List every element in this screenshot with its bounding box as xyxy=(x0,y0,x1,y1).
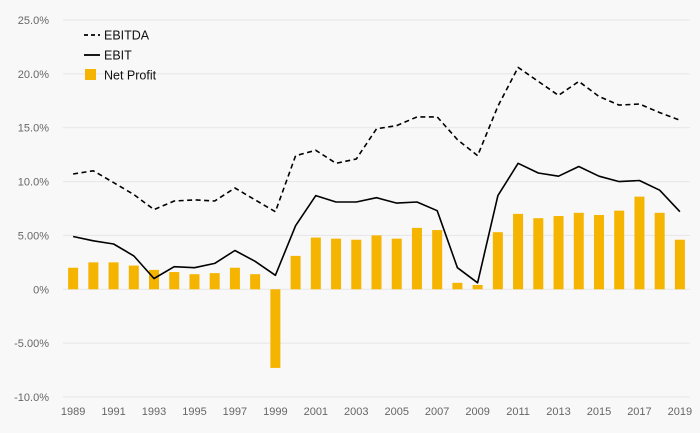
bar-net-profit xyxy=(654,212,665,290)
bar-net-profit xyxy=(573,212,584,290)
x-tick-label: 1989 xyxy=(61,406,85,418)
bar-net-profit xyxy=(674,239,685,290)
bar-net-profit xyxy=(614,210,625,290)
legend-item-ebitda: EBITDA xyxy=(84,29,150,43)
bar-net-profit xyxy=(371,235,382,290)
y-tick-label: 15.0% xyxy=(18,123,49,135)
y-tick-label: 25.0% xyxy=(18,15,49,27)
bar-net-profit xyxy=(310,237,321,290)
bar-net-profit xyxy=(169,272,180,290)
bar-net-profit xyxy=(351,239,362,290)
bar-net-profit xyxy=(108,262,119,290)
bar-net-profit xyxy=(189,274,200,290)
bar-net-profit xyxy=(593,214,604,290)
bar-net-profit xyxy=(432,230,443,290)
bar-net-profit xyxy=(391,238,402,290)
x-tick-label: 2009 xyxy=(465,406,489,418)
bar-net-profit xyxy=(128,265,139,290)
bar-net-profit xyxy=(553,216,564,290)
bar-net-profit xyxy=(68,267,79,290)
y-tick-label: -5.00% xyxy=(14,338,49,350)
bar-net-profit xyxy=(88,262,99,290)
bar-net-profit xyxy=(209,273,220,290)
x-tick-label: 2015 xyxy=(587,406,611,418)
line-ebitda xyxy=(72,66,681,213)
bar-net-profit xyxy=(270,289,281,368)
x-tick-label: 1993 xyxy=(142,406,166,418)
x-tick-label: 2005 xyxy=(384,406,408,418)
line-ebit xyxy=(72,162,681,284)
legend-item-net-profit: Net Profit xyxy=(85,69,157,83)
x-tick-label: 1997 xyxy=(223,406,247,418)
bar-net-profit xyxy=(533,218,544,290)
bar-net-profit xyxy=(634,196,645,290)
bar-net-profit xyxy=(229,267,240,290)
y-tick-label: 5.00% xyxy=(18,230,49,242)
bar-net-profit xyxy=(331,238,342,290)
legend-label-ebit: EBIT xyxy=(104,49,132,63)
x-tick-label: 1999 xyxy=(263,406,287,418)
bar-net-profit xyxy=(290,255,301,290)
bar-net-profit xyxy=(250,274,261,290)
bar-series-net-profit xyxy=(68,196,685,368)
x-tick-label: 1991 xyxy=(101,406,125,418)
x-tick-label: 1995 xyxy=(182,406,206,418)
legend-swatch-net-profit xyxy=(85,69,96,80)
y-tick-label: 0% xyxy=(33,284,49,296)
bar-net-profit xyxy=(411,227,422,290)
x-axis-tick-labels: 1989 1991 1993 1995 1997 1999 2001 2003 2005 2007… xyxy=(61,406,692,418)
bar-net-profit xyxy=(452,282,463,290)
bar-net-profit xyxy=(472,284,483,290)
line-series xyxy=(72,66,681,284)
x-tick-label: 2013 xyxy=(546,406,570,418)
y-tick-label: 20.0% xyxy=(18,69,49,81)
legend-label-net-profit: Net Profit xyxy=(104,69,157,83)
legend: EBITDA EBIT Net Profit xyxy=(84,29,157,83)
y-tick-label: 10.0% xyxy=(18,177,49,189)
y-tick-label: -10.0% xyxy=(14,392,49,404)
x-tick-label: 2011 xyxy=(506,406,530,418)
x-tick-label: 2019 xyxy=(668,406,692,418)
bar-net-profit xyxy=(149,269,160,290)
bar-net-profit xyxy=(492,232,503,290)
x-tick-label: 2017 xyxy=(627,406,651,418)
x-tick-label: 2003 xyxy=(344,406,368,418)
x-tick-label: 2001 xyxy=(304,406,328,418)
x-tick-label: 2007 xyxy=(425,406,449,418)
legend-item-ebit: EBIT xyxy=(84,49,132,63)
legend-label-ebitda: EBITDA xyxy=(104,29,150,43)
bar-net-profit xyxy=(513,213,524,290)
y-axis-tick-labels: -10.0% -5.00% 0% 5.00% 10.0% 15.0% 20.0% 25.0% xyxy=(14,15,49,404)
